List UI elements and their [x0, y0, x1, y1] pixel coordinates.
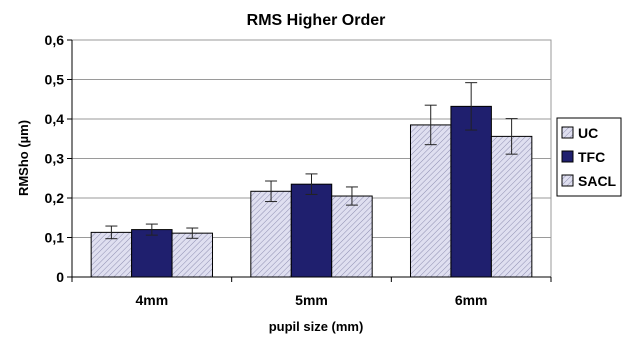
y-tick-label: 0,2: [45, 190, 65, 206]
y-tick-label: 0,1: [45, 230, 65, 246]
y-tick-label: 0,4: [45, 111, 65, 127]
legend-label-uc: UC: [578, 125, 598, 141]
y-tick-label: 0,3: [45, 151, 65, 167]
legend-swatch-sacl: [561, 174, 574, 187]
legend-label-sacl: SACL: [578, 173, 617, 189]
bar-tfc: [131, 229, 173, 278]
chart-title: RMS Higher Order: [247, 12, 386, 29]
y-tick-label: 0,5: [45, 72, 65, 88]
x-tick-label: 6mm: [455, 292, 488, 308]
bar-sacl: [490, 135, 533, 278]
bar-uc: [250, 190, 292, 278]
legend-swatch-tfc: [561, 150, 574, 163]
x-tick-label: 5mm: [295, 292, 328, 308]
bar-tfc: [450, 105, 492, 278]
y-tick-label: 0: [56, 269, 64, 285]
x-tick-label: 4mm: [135, 292, 168, 308]
bar-uc: [409, 124, 452, 278]
y-axis-label: RMSho (µm): [16, 120, 31, 196]
bar-sacl: [331, 195, 373, 278]
legend-label-tfc: TFC: [578, 149, 605, 165]
y-tick-label: 0,6: [45, 32, 65, 48]
legend: UC TFC SACL: [556, 117, 622, 197]
legend-swatch-uc: [561, 126, 574, 139]
bar-sacl: [171, 232, 214, 278]
bar-tfc: [290, 183, 333, 278]
x-axis-label: pupil size (mm): [269, 319, 364, 334]
